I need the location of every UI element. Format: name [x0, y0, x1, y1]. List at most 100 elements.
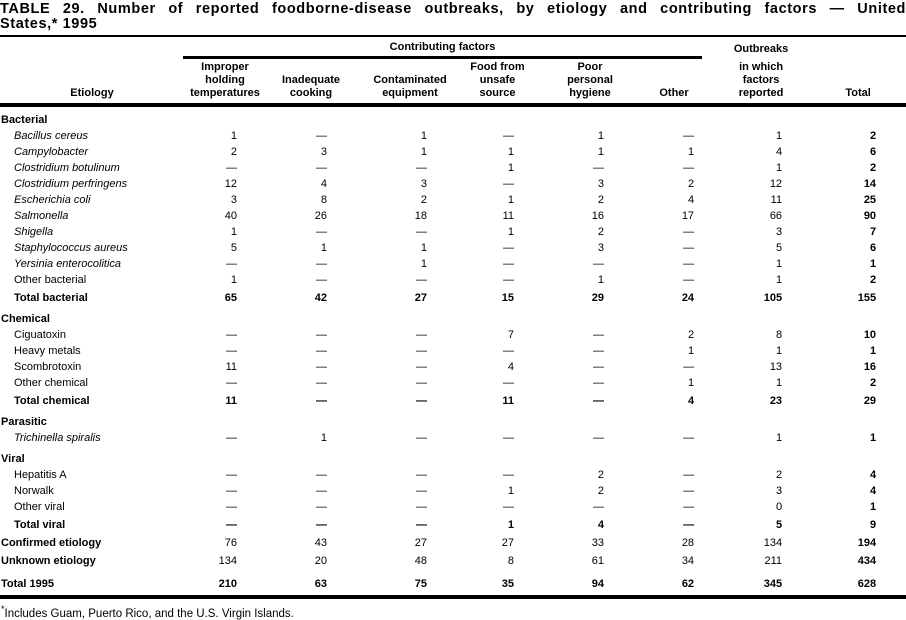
row-label: Total chemical [14, 395, 90, 407]
table-cell: — [416, 274, 427, 286]
col-header-improper-holding-temperatures: Improper holding temperatures [183, 57, 267, 107]
footnote-text: Includes Guam, Puerto Rico, and the U.S.… [4, 607, 294, 620]
row-label: Heavy metals [14, 345, 81, 357]
table-cell: 12 [224, 178, 237, 190]
table-cell: 27 [501, 537, 514, 549]
table-cell: 211 [764, 555, 783, 567]
table-cell: 1 [775, 377, 783, 389]
table-cell: 11 [502, 210, 514, 222]
table-cell: 1 [775, 130, 783, 142]
table-cell: 9 [869, 519, 877, 531]
table-cell: 2 [869, 377, 877, 389]
table-row: Heavy metals — — — — — 1 1 1 [0, 343, 906, 359]
table-cell: — [416, 432, 427, 444]
table-cell: — [593, 377, 604, 389]
column-header-row: Etiology Improper holding temperatures I… [0, 57, 906, 107]
table-title: TABLE 29. Number of reported foodborne-d… [0, 2, 906, 32]
table-cell: 1 [320, 242, 327, 254]
table-cell: — [503, 130, 514, 142]
table-row: Clostridium botulinum — — — 1 — — 1 2 [0, 160, 906, 176]
table-cell: 63 [267, 569, 355, 599]
table-cell: 65 [224, 292, 237, 304]
table-row: Campylobacter 2 3 1 1 1 1 4 6 [0, 144, 906, 160]
table-cell: 75 [355, 569, 455, 599]
table-cell: — [503, 345, 514, 357]
table-cell: 11 [225, 395, 237, 407]
spanner-header-row: Contributing factors Outbreaks [0, 41, 906, 59]
table-cell: — [316, 501, 327, 513]
table-cell: — [503, 432, 514, 444]
table-cell: 12 [769, 178, 783, 190]
table-cell: — [316, 274, 327, 286]
table-cell: 1 [775, 432, 783, 444]
table-cell: 134 [218, 555, 237, 567]
table-cell: — [416, 501, 427, 513]
table-cell: 2 [597, 194, 604, 206]
table-cell: 5 [775, 519, 783, 531]
row-label: Salmonella [14, 210, 69, 222]
table-cell: — [316, 377, 327, 389]
table-cell: 66 [769, 210, 783, 222]
table-cell: 26 [314, 210, 327, 222]
table-row: Yersinia enterocolitica — — 1 — — — 1 1 [0, 256, 906, 272]
table-cell: — [683, 485, 695, 497]
col-header-poor-personal-hygiene: Poor personal hygiene [540, 57, 630, 107]
table-row: Parasitic [0, 409, 906, 430]
table-cell: 1 [420, 130, 427, 142]
table-cell: 2 [775, 469, 783, 481]
table-cell: 1 [775, 274, 783, 286]
table-cell: — [316, 361, 327, 373]
table-cell: — [416, 162, 427, 174]
spanner-spacer-right [790, 41, 906, 58]
table-cell: 29 [863, 395, 877, 407]
table-cell: 3 [775, 226, 783, 238]
table-cell: — [226, 377, 237, 389]
table-cell: 155 [857, 292, 877, 304]
table-cell: 28 [681, 537, 695, 549]
table-cell: — [416, 226, 427, 238]
table-cell: — [416, 485, 427, 497]
table-row: Unknown etiology 134 20 48 8 61 34 211 434 [0, 551, 906, 569]
row-label: Bacillus cereus [14, 130, 88, 142]
row-label: Clostridium botulinum [14, 162, 120, 174]
table-row: Bacillus cereus 1 — 1 — 1 — 1 2 [0, 128, 906, 144]
table-cell: — [226, 345, 237, 357]
table-cell: 1 [507, 162, 514, 174]
table-cell: 11 [225, 361, 237, 373]
table-cell: 16 [591, 210, 604, 222]
table-cell: — [683, 242, 695, 254]
row-label: Escherichia coli [14, 194, 91, 206]
table-cell: 194 [857, 537, 877, 549]
table-cell: 35 [455, 569, 540, 599]
table-cell: — [316, 162, 327, 174]
table-cell: 24 [681, 292, 695, 304]
table-cell: 48 [414, 555, 427, 567]
table-cell: 20 [314, 555, 327, 567]
table-cell: 11 [502, 395, 514, 407]
table-cell: 5 [775, 242, 783, 254]
table-cell: 33 [591, 537, 604, 549]
table-cell: 1 [320, 432, 327, 444]
table-cell: 1 [597, 274, 604, 286]
row-label: Trichinella spiralis [14, 432, 101, 444]
table-cell: 2 [597, 485, 604, 497]
table-cell: 8 [507, 555, 514, 567]
table-cell: — [683, 130, 695, 142]
table-row: Other bacterial 1 — — — 1 — 1 2 [0, 272, 906, 288]
table-cell: 2 [230, 146, 237, 158]
table-cell: — [226, 485, 237, 497]
table-cell: — [683, 162, 695, 174]
table-cell: 1 [775, 162, 783, 174]
table-cell: — [226, 519, 237, 531]
table-cell: 25 [863, 194, 877, 206]
col-header-factors-reported: in which factors reported [702, 57, 791, 107]
table-cell: 1 [775, 345, 783, 357]
table-cell: — [316, 329, 327, 341]
table-cell: 3 [597, 178, 604, 190]
row-label: Hepatitis A [14, 469, 67, 481]
table-cell: 5 [230, 242, 237, 254]
table-cell: 1 [597, 146, 604, 158]
etiology-header: Etiology [0, 57, 183, 107]
table-cell: — [503, 274, 514, 286]
table-cell: — [226, 469, 237, 481]
